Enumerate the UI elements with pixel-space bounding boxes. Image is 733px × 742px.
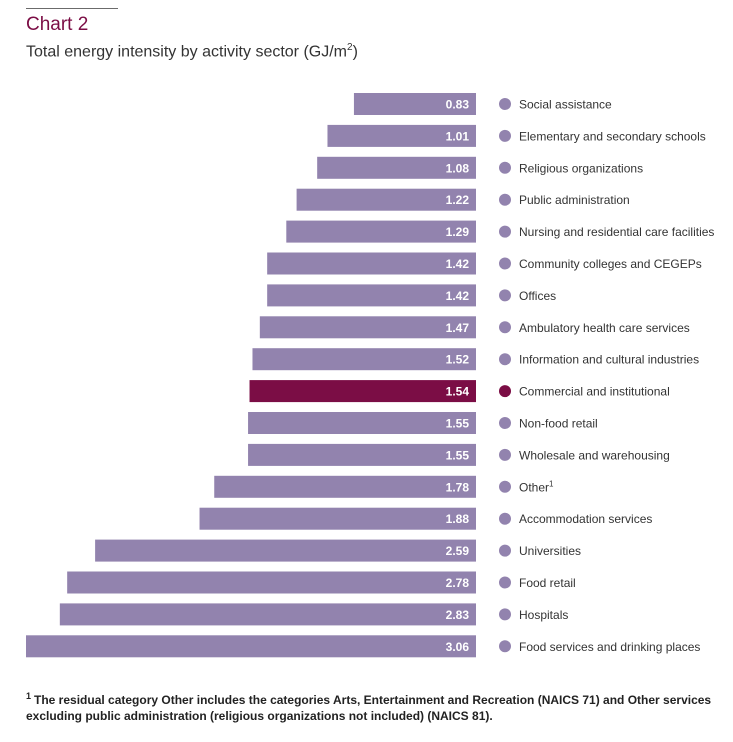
footnote: 1 The residual category Other includes th… — [26, 688, 716, 724]
category-label: Ambulatory health care services — [519, 321, 690, 335]
legend-marker — [499, 576, 511, 589]
chart-title: Total energy intensity by activity secto… — [26, 42, 358, 61]
legend-marker — [499, 129, 511, 142]
bar — [353, 93, 476, 115]
bar — [267, 252, 476, 275]
legend-marker — [499, 608, 511, 621]
bar — [214, 475, 476, 498]
title-rule — [26, 8, 118, 9]
category-label: Wholesale and warehousing — [519, 448, 670, 462]
bar — [286, 220, 476, 243]
category-label: Hospitals — [519, 608, 568, 622]
category-label: Community colleges and CEGEPs — [519, 257, 702, 271]
legend-marker — [499, 385, 511, 398]
bar — [317, 156, 476, 179]
category-label: Universities — [519, 544, 581, 558]
bar — [26, 635, 476, 658]
bar — [248, 412, 476, 434]
bar-chart: 0.83 Social assistance 1.01 Elementary and … — [26, 93, 714, 658]
data-label: 1.08 — [446, 161, 470, 175]
data-label: 2.78 — [446, 576, 470, 590]
legend-marker — [499, 417, 511, 429]
legend-marker — [499, 225, 511, 238]
data-label: 1.29 — [446, 225, 470, 239]
legend-marker — [499, 640, 511, 653]
bar — [199, 507, 476, 530]
data-label: 1.78 — [446, 480, 470, 494]
data-label: 1.47 — [446, 321, 470, 335]
category-label: Information and cultural industries — [519, 353, 699, 367]
legend-marker — [499, 448, 511, 461]
bar — [59, 603, 477, 626]
data-label: 3.06 — [446, 640, 470, 654]
bar — [296, 188, 476, 211]
legend-marker — [499, 321, 511, 334]
legend-marker — [499, 161, 511, 174]
bar — [249, 380, 476, 403]
data-label: 1.01 — [446, 129, 470, 143]
data-label: 0.83 — [446, 98, 470, 112]
data-label: 1.54 — [446, 385, 470, 399]
data-label: 1.42 — [446, 289, 470, 303]
category-label: Offices — [519, 289, 556, 303]
category-label: Public administration — [519, 193, 630, 207]
bar — [248, 443, 476, 466]
category-label: Non-food retail — [519, 417, 598, 431]
data-label: 2.83 — [446, 608, 470, 622]
data-label: 1.88 — [446, 512, 470, 526]
data-label: 1.55 — [446, 448, 470, 462]
data-label: 1.42 — [446, 257, 470, 271]
category-label: Accommodation services — [519, 512, 652, 526]
legend-marker — [499, 512, 511, 525]
legend-marker — [499, 544, 511, 557]
category-label: Food retail — [519, 576, 576, 590]
category-label: Elementary and secondary schools — [519, 129, 706, 143]
legend-marker — [499, 480, 511, 493]
bar — [327, 124, 476, 147]
category-label: Religious organizations — [519, 161, 643, 175]
bar — [252, 348, 476, 371]
legend-marker — [499, 257, 511, 270]
chart-title-end: ) — [352, 43, 358, 61]
bar — [95, 539, 476, 562]
legend-marker — [499, 98, 511, 110]
data-label: 1.52 — [446, 353, 470, 367]
footnote-mark: 1 — [26, 691, 32, 701]
bar — [267, 284, 476, 307]
footnote-text: The residual category Other includes the… — [26, 693, 712, 723]
data-label: 2.59 — [446, 544, 470, 558]
chart-title-superscript: 2 — [347, 42, 353, 53]
category-label: Nursing and residential care facilities — [519, 225, 714, 239]
data-label: 1.55 — [446, 417, 470, 431]
bar — [67, 571, 477, 594]
chart-title-text: Total energy intensity by activity secto… — [26, 43, 347, 61]
legend-marker — [499, 193, 511, 206]
legend-marker — [499, 353, 511, 366]
category-label: Social assistance — [519, 98, 612, 112]
bar — [259, 316, 476, 339]
category-label: Food services and drinking places — [519, 640, 700, 654]
category-label: Commercial and institutional — [519, 385, 670, 399]
legend-marker — [499, 289, 511, 302]
chart-number: Chart 2 — [26, 14, 89, 35]
category-label: Other1 — [519, 479, 554, 494]
data-label: 1.22 — [446, 193, 470, 207]
